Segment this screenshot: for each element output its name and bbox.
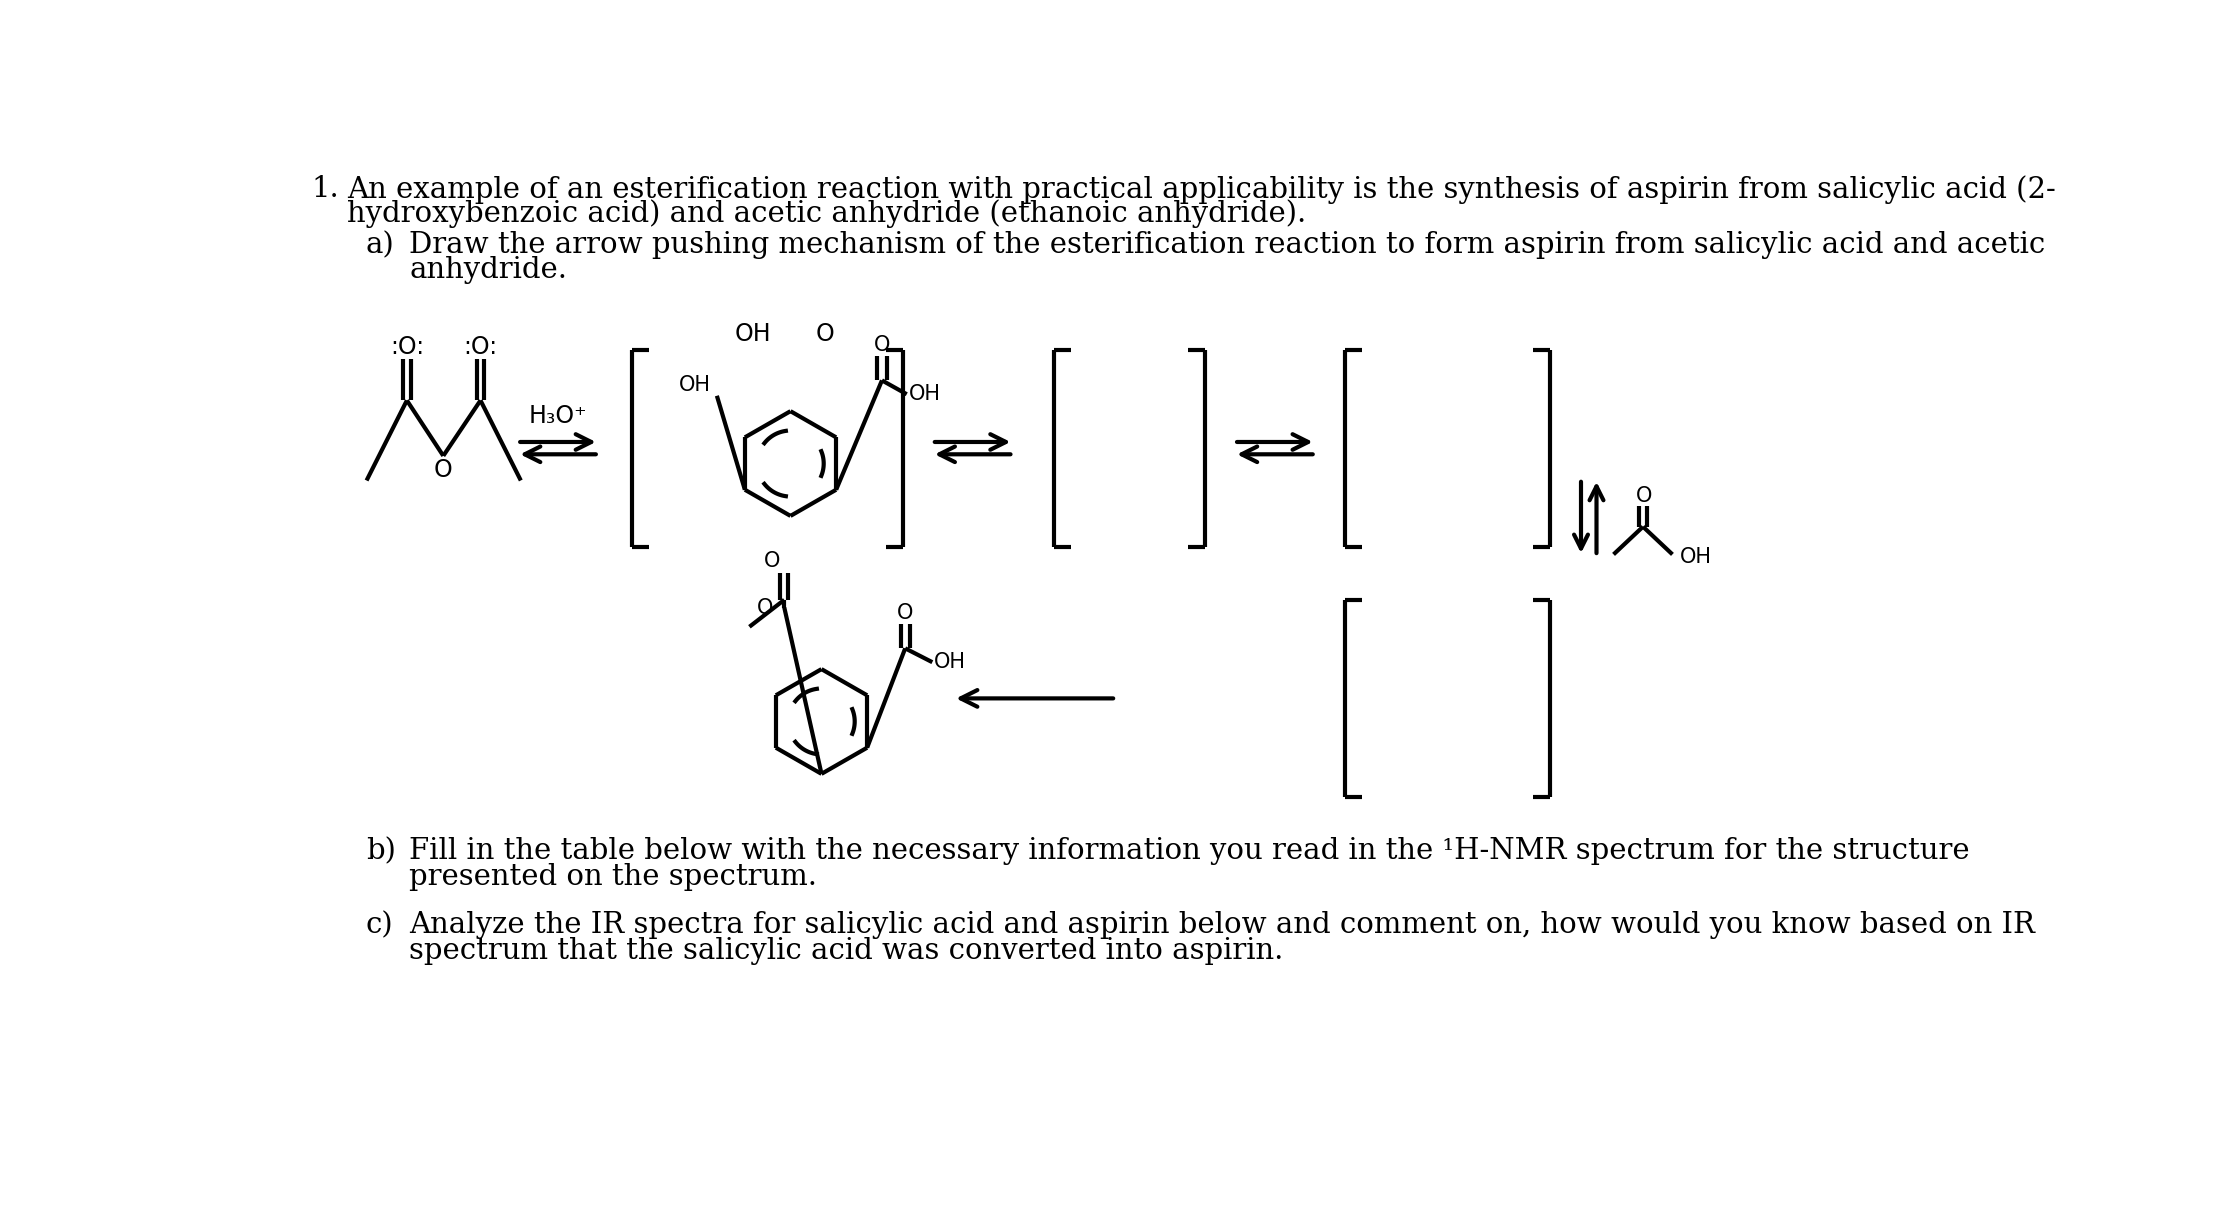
Text: Analyze the IR spectra for salicylic acid and aspirin below and comment on, how : Analyze the IR spectra for salicylic aci… [408, 910, 2036, 939]
Text: 1.: 1. [312, 175, 339, 203]
Text: OH: OH [935, 652, 966, 673]
Text: OH: OH [679, 375, 712, 395]
Text: O: O [757, 598, 772, 617]
Text: hydroxybenzoic acid) and acetic anhydride (ethanoic anhydride).: hydroxybenzoic acid) and acetic anhydrid… [348, 200, 1306, 228]
Text: c): c) [366, 910, 393, 939]
Text: O: O [897, 602, 913, 623]
Text: :O:: :O: [464, 335, 498, 359]
Text: b): b) [366, 837, 395, 865]
Text: O: O [763, 552, 781, 572]
Text: O: O [817, 323, 835, 346]
Text: a): a) [366, 230, 395, 259]
Text: :O:: :O: [391, 335, 424, 359]
Text: spectrum that the salicylic acid was converted into aspirin.: spectrum that the salicylic acid was con… [408, 938, 1283, 965]
Text: OH: OH [734, 323, 772, 346]
Text: H₃O⁺: H₃O⁺ [529, 404, 587, 428]
Text: An example of an esterification reaction with practical applicability is the syn: An example of an esterification reaction… [348, 175, 2056, 203]
Text: anhydride.: anhydride. [408, 255, 567, 283]
Text: OH: OH [1681, 547, 1712, 568]
Text: Fill in the table below with the necessary information you read in the ¹H-NMR sp: Fill in the table below with the necessa… [408, 837, 1971, 865]
Text: Draw the arrow pushing mechanism of the esterification reaction to form aspirin : Draw the arrow pushing mechanism of the … [408, 230, 2045, 259]
Text: presented on the spectrum.: presented on the spectrum. [408, 864, 817, 891]
Text: O: O [433, 458, 453, 482]
Text: OH: OH [908, 384, 940, 404]
Text: O: O [873, 335, 891, 355]
Text: O: O [1636, 485, 1652, 506]
